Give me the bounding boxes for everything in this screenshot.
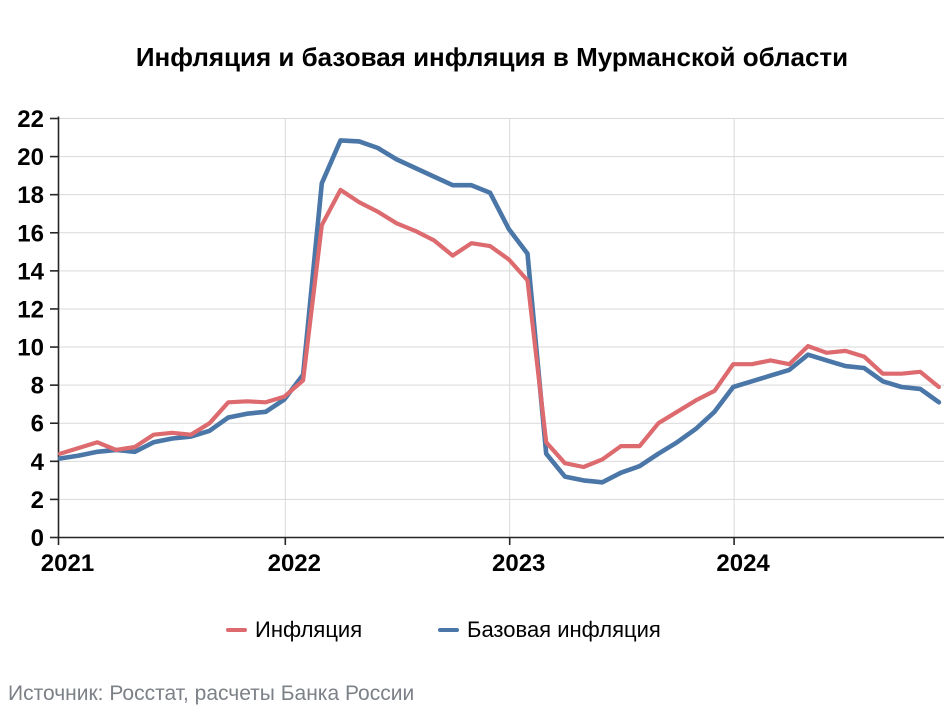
y-tick-label: 22	[17, 106, 44, 133]
core-inflation-line	[57, 138, 942, 485]
y-tick-label: 0	[31, 525, 44, 552]
source-note: Источник: Росстат, расчеты Банка России	[8, 682, 415, 705]
x-year-label: 2021	[41, 550, 94, 577]
x-year-label: 2023	[492, 550, 545, 577]
y-tick-label: 4	[31, 449, 45, 476]
x-year-label: 2024	[716, 550, 770, 577]
core-inflation-line-swatch	[438, 627, 459, 633]
y-tick-label: 18	[17, 182, 44, 209]
y-tick-label: 16	[17, 220, 44, 247]
y-tick-label: 20	[17, 144, 44, 171]
chart-title: Инфляция и базовая инфляция в Мурманской…	[135, 42, 849, 72]
legend-item-inflation: Инфляция	[226, 617, 362, 643]
legend-label-inflation: Инфляция	[255, 617, 363, 642]
y-tick-label: 12	[17, 296, 44, 323]
y-tick-label: 8	[31, 373, 44, 400]
legend-label-core-inflation: Базовая инфляция	[467, 617, 661, 642]
inflation-line	[57, 187, 942, 470]
y-tick-label: 14	[17, 258, 44, 285]
y-tick-label: 10	[17, 335, 44, 362]
inflation-line-swatch	[226, 627, 247, 633]
y-tick-label: 2	[31, 487, 44, 514]
x-year-label: 2022	[268, 550, 321, 577]
y-tick-label: 6	[31, 411, 44, 438]
legend-item-core-inflation: Базовая инфляция	[438, 617, 661, 643]
